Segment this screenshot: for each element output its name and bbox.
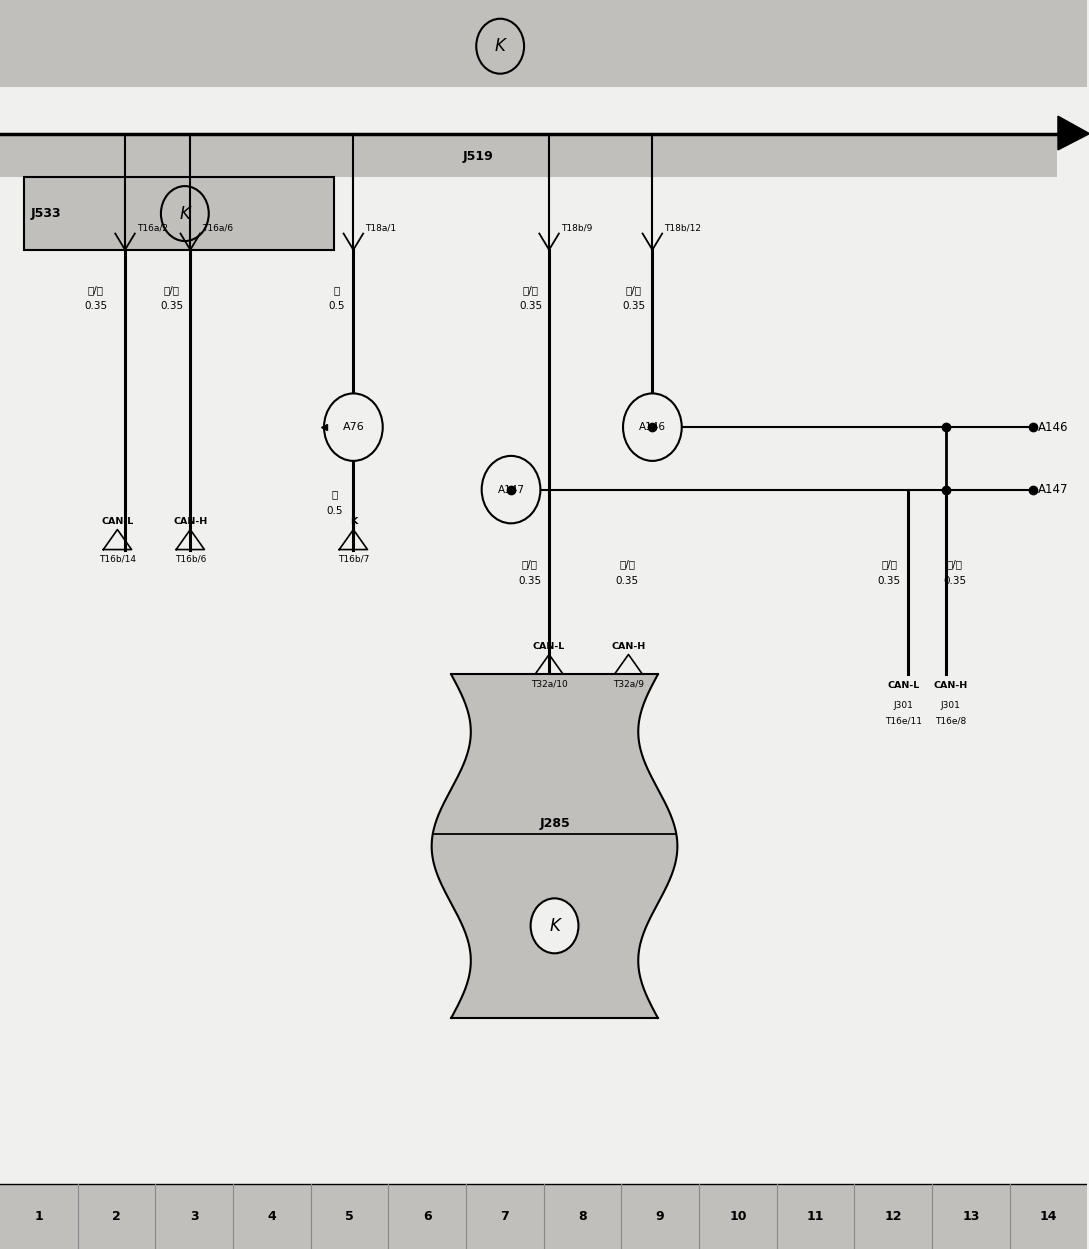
Text: A76: A76	[343, 422, 364, 432]
Text: 0.5: 0.5	[327, 506, 343, 516]
Text: 7: 7	[501, 1210, 510, 1223]
Text: 0.35: 0.35	[84, 301, 107, 311]
Text: 6: 6	[423, 1210, 431, 1223]
Text: A146: A146	[1039, 421, 1069, 433]
FancyBboxPatch shape	[0, 134, 1056, 177]
Text: J301: J301	[894, 701, 914, 709]
Text: 红: 红	[334, 285, 340, 295]
Text: 红: 红	[332, 490, 338, 500]
Circle shape	[325, 393, 382, 461]
Text: CAN-L: CAN-L	[888, 681, 920, 689]
Text: T32a/10: T32a/10	[530, 679, 567, 688]
Text: K: K	[350, 517, 357, 526]
Text: 橙/绿: 橙/绿	[620, 560, 635, 570]
Text: T18b/9: T18b/9	[561, 224, 592, 232]
Text: 橙/黑: 橙/黑	[946, 560, 963, 570]
Circle shape	[481, 456, 540, 523]
Text: K: K	[494, 37, 505, 55]
Text: CAN-H: CAN-H	[611, 642, 646, 651]
Text: 3: 3	[189, 1210, 198, 1223]
Text: A147: A147	[498, 485, 525, 495]
FancyBboxPatch shape	[24, 177, 334, 250]
Text: J285: J285	[539, 817, 570, 831]
Text: J301: J301	[941, 701, 960, 709]
Text: 14: 14	[1040, 1210, 1057, 1223]
Text: 0.35: 0.35	[943, 576, 966, 586]
Text: K: K	[549, 917, 560, 934]
Text: T32a/9: T32a/9	[613, 679, 644, 688]
Text: T18a/1: T18a/1	[365, 224, 396, 232]
Text: 0.35: 0.35	[622, 301, 646, 311]
Text: 0.35: 0.35	[615, 576, 639, 586]
Text: T16b/7: T16b/7	[338, 555, 369, 563]
Text: CAN-H: CAN-H	[173, 517, 207, 526]
Text: 13: 13	[962, 1210, 979, 1223]
Text: 0.35: 0.35	[160, 301, 183, 311]
Text: K: K	[180, 205, 191, 222]
Polygon shape	[1057, 116, 1089, 150]
Text: T16b/14: T16b/14	[99, 555, 136, 563]
Text: T16e/11: T16e/11	[885, 717, 922, 726]
Text: 0.35: 0.35	[518, 576, 541, 586]
Text: 橙/棕: 橙/棕	[88, 285, 103, 295]
Text: 0.5: 0.5	[329, 301, 345, 311]
FancyBboxPatch shape	[0, 1184, 1087, 1249]
Text: 5: 5	[345, 1210, 354, 1223]
Text: J519: J519	[463, 150, 493, 162]
Text: 10: 10	[729, 1210, 747, 1223]
Text: A147: A147	[1039, 483, 1069, 496]
Text: 橙/棕: 橙/棕	[522, 560, 538, 570]
Text: T16a/6: T16a/6	[203, 224, 233, 232]
Text: A146: A146	[639, 422, 665, 432]
Text: CAN-H: CAN-H	[933, 681, 967, 689]
Text: 11: 11	[807, 1210, 824, 1223]
Text: 橙/绿: 橙/绿	[626, 285, 641, 295]
Text: 0.35: 0.35	[519, 301, 542, 311]
FancyBboxPatch shape	[0, 0, 1087, 87]
Text: 12: 12	[884, 1210, 902, 1223]
Text: T16b/6: T16b/6	[174, 555, 206, 563]
Text: 1: 1	[35, 1210, 44, 1223]
Text: CAN-L: CAN-L	[533, 642, 565, 651]
Text: 9: 9	[656, 1210, 664, 1223]
Text: T18b/12: T18b/12	[664, 224, 701, 232]
Text: 橙/棕: 橙/棕	[881, 560, 897, 570]
Polygon shape	[431, 674, 677, 1018]
Text: 0.35: 0.35	[878, 576, 901, 586]
Text: T16e/8: T16e/8	[934, 717, 966, 726]
Circle shape	[623, 393, 682, 461]
Text: 橙/棕: 橙/棕	[523, 285, 539, 295]
Text: 橙/黑: 橙/黑	[163, 285, 180, 295]
Text: 4: 4	[268, 1210, 277, 1223]
Text: CAN-L: CAN-L	[101, 517, 134, 526]
Text: J533: J533	[30, 207, 61, 220]
Circle shape	[530, 898, 578, 953]
Text: 2: 2	[112, 1210, 121, 1223]
Text: 8: 8	[578, 1210, 587, 1223]
Text: T16a/2: T16a/2	[137, 224, 168, 232]
